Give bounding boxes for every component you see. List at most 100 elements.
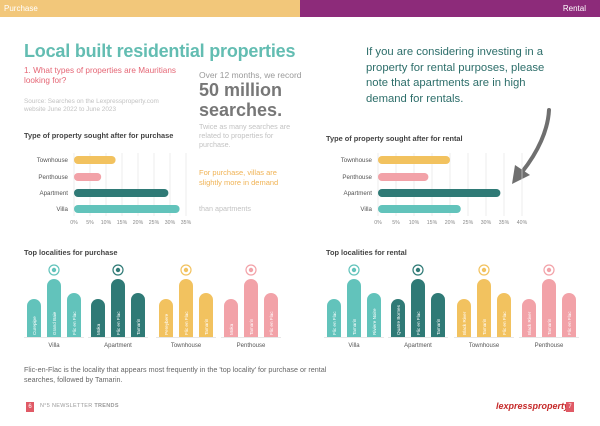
purchase-tick-label: 30%: [165, 220, 176, 226]
rental-header-band: Rental: [300, 0, 600, 17]
purchase-locality-label: Tamarin: [136, 318, 141, 335]
rental-locality-bar: [391, 299, 405, 337]
arrow-head-icon: [512, 165, 530, 184]
source-text: Source: Searches on the Lexpressproperty…: [24, 98, 159, 114]
purchase-locality-label: Curepipe: [32, 316, 37, 335]
rental-locality-label: Flic en Flac: [502, 311, 507, 335]
rental-tick-label: 15%: [427, 220, 438, 226]
purchase-locality-label: Flic en Flac: [269, 311, 274, 335]
page-number-right: 7: [566, 402, 574, 412]
purchase-header-band: Purchase: [0, 0, 300, 17]
purchase-locality-label: Flic en Flac: [184, 311, 189, 335]
newsletter-bold: TRENDS: [94, 403, 119, 409]
medal-icon: [180, 264, 192, 276]
purchase-locality-bar: [27, 299, 41, 337]
rental-tick-label: 20%: [445, 220, 456, 226]
purchase-locality-bar: [111, 279, 125, 337]
rental-bar: [378, 189, 501, 197]
stat-note: Twice as many searches are related to pr…: [199, 122, 291, 149]
rental-group-label: Penthouse: [535, 343, 564, 349]
medal-icon-core: [546, 267, 552, 273]
footnote: Flic-en-Flac is the locality that appear…: [24, 365, 327, 384]
newsletter-prefix: N°5 NEWSLETTER: [40, 403, 93, 409]
purchase-locality-label: Tamarin: [249, 318, 254, 335]
purchase-locality-bar: [244, 279, 258, 337]
purchase-locality-bar: [47, 279, 61, 337]
purchase-locality-bar: [224, 299, 238, 337]
rental-localities-title: Top localities for rental: [326, 248, 407, 257]
purchase-chart-title: Type of property sought after for purcha…: [24, 131, 174, 140]
villa-note: For purchase, villas are slightly more i…: [199, 168, 279, 187]
rental-category-label: Penthouse: [342, 174, 372, 181]
purchase-group-label: Villa: [48, 343, 60, 349]
stat-big: 50 million searches.: [199, 80, 283, 120]
rental-investment-text: If you are considering investing in a pr…: [366, 46, 545, 105]
rental-locality-label: Flic en Flac: [416, 311, 421, 335]
rental-locality-bar: [327, 299, 341, 337]
purchase-locality-label: Moka: [229, 323, 234, 335]
purchase-category-label: Townhouse: [37, 157, 69, 164]
purchase-tick-label: 20%: [133, 220, 144, 226]
stat-intro: Over 12 months, we record: [199, 70, 302, 80]
purchase-group-label: Apartment: [104, 343, 132, 349]
rental-locality-bar: [431, 293, 445, 337]
page-title: Local built residential properties: [24, 41, 296, 61]
medal-icon: [245, 264, 257, 276]
rental-locality-bar: [367, 293, 381, 337]
rental-tick-label: 35%: [499, 220, 510, 226]
purchase-locality-label: Grand Baie: [52, 311, 57, 335]
rental-locality-label: Tamarin: [547, 318, 552, 335]
purchase-locality-label: Tamarin: [204, 318, 209, 335]
medal-icon-core: [415, 267, 421, 273]
purchase-bar: [74, 156, 116, 164]
purchase-category-label: Villa: [56, 206, 68, 213]
rental-locality-label: Flic en Flac: [332, 311, 337, 335]
rental-locality-label: Tamarin: [352, 318, 357, 335]
purchase-tick-label: 5%: [86, 220, 94, 226]
rental-group-label: Villa: [348, 343, 360, 349]
medal-icon: [48, 264, 60, 276]
purchase-locality-bar: [67, 293, 81, 337]
purchase-tick-label: 15%: [117, 220, 128, 226]
medal-icon-core: [248, 267, 254, 273]
purchase-locality-label: Moka: [96, 323, 101, 335]
purchase-group-label: Townhouse: [171, 343, 202, 349]
rental-locality-label: Tamarin: [482, 318, 487, 335]
medal-icon-core: [183, 267, 189, 273]
rental-locality-bar: [411, 279, 425, 337]
rental-locality-label: Riviere Noire: [372, 308, 377, 335]
page-number-left: 6: [26, 402, 34, 412]
rental-locality-label: Black River: [527, 311, 532, 335]
curved-arrow-icon: [520, 108, 551, 174]
medal-icon: [543, 264, 555, 276]
villa-note-2: than apartments: [199, 204, 251, 213]
rental-tick-label: 0%: [374, 220, 382, 226]
rental-group-label: Townhouse: [469, 343, 500, 349]
medal-icon: [478, 264, 490, 276]
rental-category-label: Apartment: [343, 190, 372, 197]
rental-category-label: Townhouse: [341, 157, 373, 164]
purchase-locality-bar: [91, 299, 105, 337]
medal-icon-core: [115, 267, 121, 273]
rental-bar: [378, 173, 429, 181]
newsletter-label: N°5 NEWSLETTER TRENDS: [40, 403, 119, 409]
purchase-group-label: Penthouse: [237, 343, 266, 349]
medal-icon-core: [481, 267, 487, 273]
rental-locality-bar: [457, 299, 471, 337]
rental-locality-bar: [542, 279, 556, 337]
rental-locality-label: Quatre Bornes: [396, 304, 401, 335]
rental-tick-label: 40%: [517, 220, 528, 226]
purchase-tick-label: 25%: [149, 220, 160, 226]
purchase-locality-label: Flic en Flac: [116, 311, 121, 335]
rental-locality-bar: [477, 279, 491, 337]
rental-chart-title: Type of property sought after for rental: [326, 134, 463, 143]
rental-category-label: Villa: [360, 206, 372, 213]
rental-locality-bar: [562, 293, 576, 337]
medal-icon: [112, 264, 124, 276]
purchase-locality-bar: [199, 293, 213, 337]
question-text: 1. What types of properties are Mauritia…: [24, 66, 176, 85]
rental-locality-label: Tamarin: [436, 318, 441, 335]
purchase-bar: [74, 205, 180, 213]
purchase-bar: [74, 173, 102, 181]
